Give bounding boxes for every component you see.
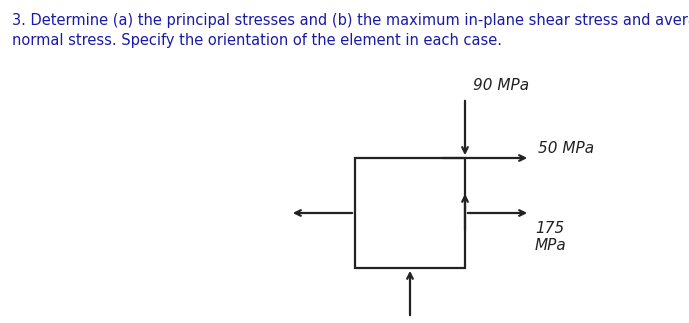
Text: normal stress. Specify the orientation of the element in each case.: normal stress. Specify the orientation o… bbox=[12, 33, 502, 48]
Text: 3. Determine (a) the principal stresses and (b) the maximum in-plane shear stres: 3. Determine (a) the principal stresses … bbox=[12, 13, 689, 28]
Bar bbox=[355, 158, 465, 268]
Text: 175
MPa: 175 MPa bbox=[535, 221, 567, 254]
Text: 90 MPa: 90 MPa bbox=[473, 78, 529, 93]
Text: 50 MPa: 50 MPa bbox=[538, 141, 594, 156]
